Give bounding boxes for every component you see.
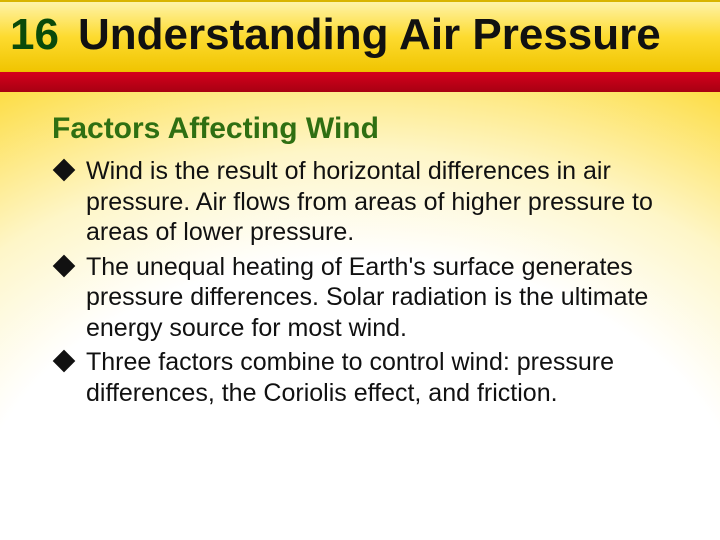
diamond-bullet-icon (53, 350, 76, 373)
bullet-text: Wind is the result of horizontal differe… (86, 157, 653, 246)
diamond-bullet-icon (53, 159, 76, 182)
list-item: Three factors combine to control wind: p… (86, 347, 668, 408)
bullet-text: The unequal heating of Earth's surface g… (86, 253, 648, 342)
content-area: Factors Affecting Wind Wind is the resul… (52, 112, 668, 412)
diamond-bullet-icon (53, 254, 76, 277)
section-heading: Factors Affecting Wind (52, 112, 668, 146)
list-item: Wind is the result of horizontal differe… (86, 156, 668, 248)
list-item: The unequal heating of Earth's surface g… (86, 252, 668, 344)
header-red-bar (0, 72, 720, 92)
header-band: 16 Understanding Air Pressure (0, 0, 720, 92)
page-title: Understanding Air Pressure (78, 10, 661, 60)
bullet-text: Three factors combine to control wind: p… (86, 348, 614, 407)
bullet-list: Wind is the result of horizontal differe… (52, 156, 668, 408)
chapter-number: 16 (10, 10, 59, 60)
